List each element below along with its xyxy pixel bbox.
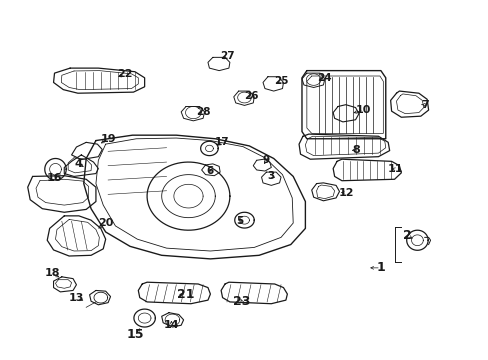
Text: 21: 21 bbox=[177, 288, 194, 301]
Text: 11: 11 bbox=[387, 164, 403, 174]
Text: 7: 7 bbox=[420, 100, 427, 110]
Text: 1: 1 bbox=[376, 261, 385, 274]
Text: 14: 14 bbox=[163, 320, 179, 330]
Text: 23: 23 bbox=[233, 296, 250, 309]
Text: 15: 15 bbox=[126, 328, 143, 341]
Text: 16: 16 bbox=[47, 173, 62, 183]
Text: 22: 22 bbox=[117, 69, 133, 79]
Text: 4: 4 bbox=[75, 159, 82, 169]
Text: 20: 20 bbox=[98, 218, 113, 228]
Text: 2: 2 bbox=[403, 229, 411, 242]
Text: 9: 9 bbox=[263, 155, 269, 165]
Text: 19: 19 bbox=[100, 134, 116, 144]
Text: 17: 17 bbox=[215, 138, 229, 147]
Text: 25: 25 bbox=[273, 76, 288, 86]
Text: 28: 28 bbox=[196, 107, 210, 117]
Text: 18: 18 bbox=[44, 268, 60, 278]
Text: 5: 5 bbox=[236, 216, 243, 226]
Text: 6: 6 bbox=[206, 166, 214, 176]
Text: 26: 26 bbox=[244, 91, 259, 101]
Text: 12: 12 bbox=[338, 188, 354, 198]
Text: 10: 10 bbox=[355, 105, 371, 115]
Text: 8: 8 bbox=[352, 144, 360, 154]
Text: 24: 24 bbox=[317, 73, 331, 83]
Text: 3: 3 bbox=[267, 171, 274, 181]
Text: 13: 13 bbox=[69, 293, 84, 303]
Text: 27: 27 bbox=[220, 51, 234, 61]
